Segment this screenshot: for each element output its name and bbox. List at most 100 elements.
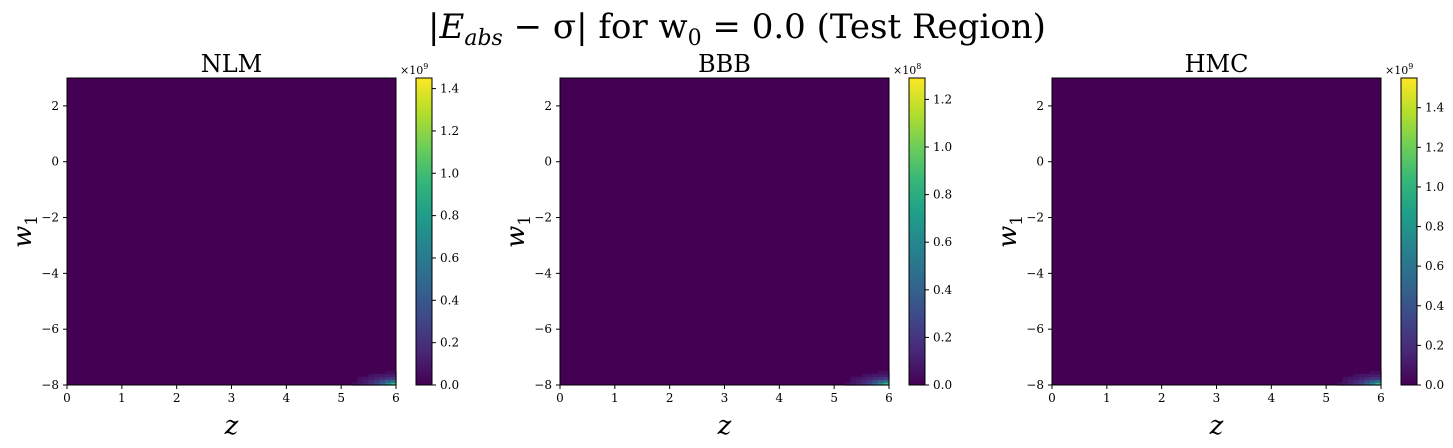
colorbar-tick-label: 0.2: [933, 330, 952, 344]
colorbar-tick-label: 0.6: [1425, 259, 1444, 273]
colorbar-scale-exp: 9: [423, 62, 428, 71]
heatmap-cell: [867, 376, 874, 381]
heatmap-cell: [1364, 379, 1371, 383]
x-axis-label: z: [717, 411, 732, 441]
colorbar-tick-label: 0.8: [440, 209, 459, 223]
y-tick-label: −2: [1026, 211, 1044, 225]
suptitle-suffix: = 0.0 (Test Region): [702, 7, 1046, 47]
heatmap-cell: [850, 382, 857, 386]
heatmap-cell: [883, 379, 890, 383]
y-tick-label: 2: [1036, 99, 1044, 113]
heatmap-cell: [1353, 373, 1360, 378]
heatmap-cell: [878, 382, 885, 386]
heatmap-cell: [357, 382, 364, 386]
heatmap-cell: [856, 376, 863, 381]
heatmap-cell: [856, 382, 863, 386]
heatmap-cells: [352, 371, 397, 386]
colorbar-tick-label: 1.0: [1425, 180, 1444, 194]
x-tick-label: 5: [1322, 391, 1330, 405]
heatmap-cell: [1353, 382, 1360, 386]
colorbar-scale-base: ×10: [1385, 64, 1408, 77]
y-axis-label-sub: 1: [1007, 215, 1027, 226]
colorbar-tick-label: 0.6: [440, 251, 459, 265]
heatmap-cell: [1370, 382, 1377, 386]
colorbar-tick-label: 1.4: [1425, 101, 1444, 115]
heatmap-cell: [1375, 382, 1382, 386]
y-tick-label: 0: [1036, 155, 1044, 169]
heatmap-cells: [845, 371, 890, 386]
heatmap-cell: [368, 379, 375, 383]
heatmap-cell: [867, 382, 874, 386]
colorbar-tick-label: 0.4: [933, 283, 952, 297]
y-tick-label: 2: [544, 99, 552, 113]
heatmap-cell: [363, 382, 370, 386]
heatmap-cell: [878, 376, 885, 381]
suptitle-mid-sub: 0: [688, 26, 702, 51]
y-tick-label: −8: [41, 378, 59, 392]
x-tick-label: 2: [173, 391, 181, 405]
x-tick-label: 0: [1048, 391, 1056, 405]
y-tick-label: −4: [41, 266, 59, 280]
heatmap-cell: [390, 376, 397, 381]
heatmap-cell: [390, 373, 397, 378]
colorbar-tick-label: 0.0: [1425, 378, 1444, 392]
heatmap-cell: [385, 376, 392, 381]
heatmap-cell: [861, 373, 868, 378]
x-tick-label: 2: [1158, 391, 1166, 405]
colorbar-tick-label: 0.0: [440, 378, 459, 392]
y-axis-label-main: w: [8, 226, 38, 248]
heatmap-cell: [390, 382, 397, 386]
x-tick-label: 1: [1103, 391, 1111, 405]
colorbar: [908, 77, 926, 386]
y-tick-label: −2: [534, 211, 552, 225]
heatmap-cell: [861, 379, 868, 383]
heatmap-cell: [385, 373, 392, 378]
colorbar: [415, 77, 433, 386]
x-tick-label: 4: [1268, 391, 1276, 405]
heatmap-cell: [1348, 382, 1355, 386]
figure-suptitle: |Eabs − σ| for w0 = 0.0 (Test Region): [428, 7, 1046, 51]
heatmap-cell: [379, 373, 386, 378]
heatmap-cell: [1353, 376, 1360, 381]
x-axis-label: z: [224, 411, 239, 441]
heatmap-cell: [850, 376, 857, 381]
heatmap-background: [560, 78, 889, 385]
heatmap-cell: [357, 376, 364, 381]
colorbar-tick-label: 1.2: [933, 92, 952, 106]
heatmap-cell: [850, 379, 857, 383]
heatmap-cells: [1337, 371, 1382, 386]
y-tick-label: 2: [51, 99, 59, 113]
x-tick-label: 3: [228, 391, 236, 405]
heatmap-cell: [867, 379, 874, 383]
y-axis-label: w1: [993, 215, 1027, 248]
panel-title: BBB: [698, 50, 751, 78]
y-tick-label: −4: [1026, 266, 1044, 280]
heatmap-cell: [1348, 376, 1355, 381]
heatmap-cell: [368, 373, 375, 378]
y-tick-label: 0: [544, 155, 552, 169]
heatmap-background: [1052, 78, 1381, 385]
x-tick-label: 0: [63, 391, 71, 405]
heatmap-cell: [1342, 382, 1349, 386]
colorbar-scale-base: ×10: [400, 64, 423, 77]
heatmap-cell: [1359, 373, 1366, 378]
heatmap-cell: [1348, 379, 1355, 383]
colorbar-tick-label: 0.4: [440, 293, 459, 307]
heatmap-cell: [872, 379, 879, 383]
heatmap-cell: [872, 373, 879, 378]
colorbar-tick-label: 0.2: [440, 336, 459, 350]
colorbar-tick-label: 0.6: [933, 235, 952, 249]
heatmap-cell: [352, 382, 359, 386]
y-axis-label-main: w: [993, 226, 1023, 248]
heatmap-cell: [1353, 379, 1360, 383]
panel-title: NLM: [201, 50, 263, 78]
heatmap-cell: [867, 373, 874, 378]
x-tick-label: 0: [556, 391, 564, 405]
heatmap-cell: [1370, 376, 1377, 381]
heatmap-cell: [379, 376, 386, 381]
heatmap-cell: [1364, 382, 1371, 386]
heatmap-cell: [379, 379, 386, 383]
